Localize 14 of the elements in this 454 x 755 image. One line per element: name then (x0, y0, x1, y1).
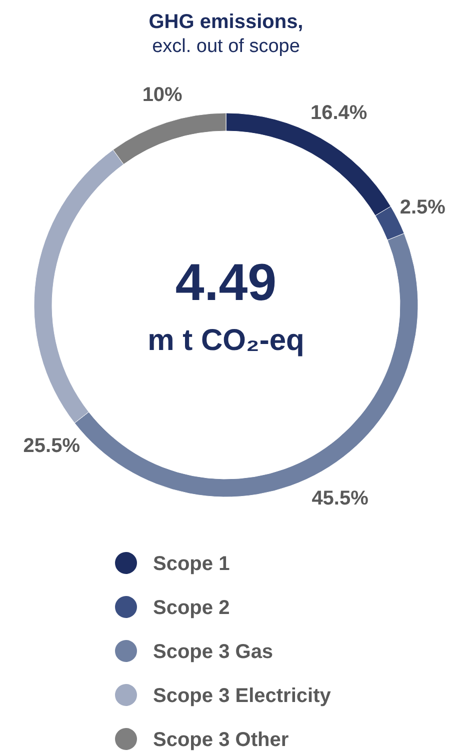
data-label: 45.5% (312, 487, 369, 510)
data-label: 16.4% (310, 102, 368, 124)
data-label: 10% (142, 84, 183, 106)
chart-title: GHG emissions, (148, 11, 304, 33)
legend-label: Scope 3 Other (153, 729, 289, 751)
legend-label: Scope 3 Gas (153, 641, 274, 663)
data-label: 25.5% (23, 435, 80, 457)
legend-label: Scope 3 Electricity (153, 685, 332, 707)
legend-label: Scope 1 (153, 553, 230, 575)
chart-subtitle: excl. out of scope (152, 36, 300, 57)
legend-label: Scope 2 (153, 597, 230, 619)
text: m t CO₂-eq (148, 324, 304, 357)
data-label: 2.5% (400, 196, 446, 218)
text: 4.49 (175, 254, 277, 312)
